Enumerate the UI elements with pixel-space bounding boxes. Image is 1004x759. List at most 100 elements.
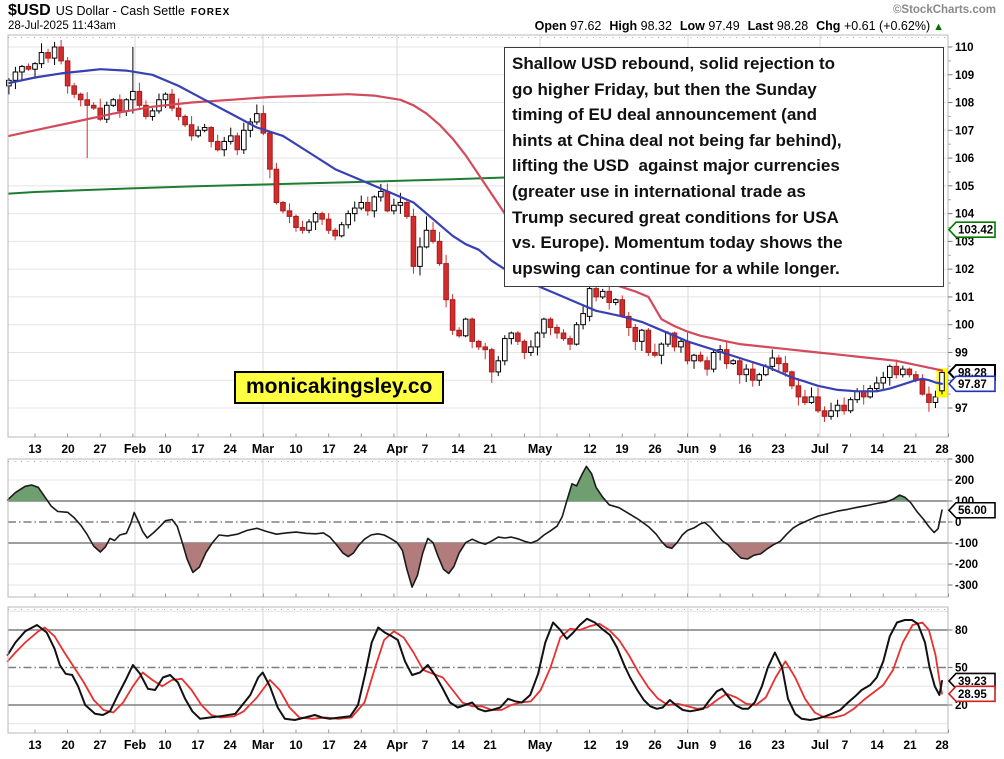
candle-body	[90, 104, 97, 109]
y-axis-label: 20	[955, 700, 968, 712]
candle-body	[182, 115, 188, 126]
x-axis-label: 10	[158, 442, 172, 456]
x-axis-label: 19	[615, 738, 629, 752]
candle-body	[730, 360, 736, 365]
x-axis-label: 27	[93, 738, 107, 752]
y-axis-label: 100	[955, 320, 974, 332]
x-axis-label: 17	[322, 738, 336, 752]
candle-body	[254, 113, 260, 123]
candle-body	[900, 368, 906, 376]
candle-body	[893, 365, 900, 376]
candle-body	[423, 229, 430, 248]
y-axis-label: -100	[955, 538, 978, 550]
x-axis-label: Jun	[677, 442, 699, 456]
candle-body	[782, 363, 789, 373]
candle-body	[508, 332, 515, 340]
x-axis-label: 13	[28, 738, 42, 752]
candle-body	[371, 196, 378, 212]
main-price-panel-frame	[7, 34, 949, 438]
candle-body	[723, 349, 730, 365]
quote-strip: Open 97.62 High 98.32 Low 97.49 Last 98.28 C…	[527, 19, 944, 33]
open-label: Open	[534, 19, 567, 33]
candle-body	[162, 93, 169, 101]
candle-body	[567, 338, 573, 345]
candle-body	[169, 93, 175, 109]
x-axis-label: 12	[583, 738, 597, 752]
last-value: 98.28	[776, 19, 809, 33]
candle-body	[130, 90, 136, 101]
y-axis-label: 106	[955, 153, 974, 165]
price-tag: 97.87	[947, 375, 996, 393]
candle-body	[606, 290, 613, 303]
candle-body	[449, 299, 456, 331]
x-axis-label: 17	[191, 442, 205, 456]
candle-body	[71, 85, 77, 95]
momentum-panel	[6, 458, 948, 597]
candle-body	[515, 332, 521, 342]
x-axis-label: 14	[451, 738, 465, 752]
candle-body	[678, 340, 684, 348]
candle-body	[612, 299, 619, 303]
candle-body	[325, 218, 332, 231]
candle-body	[593, 288, 599, 298]
y-axis-label: 200	[955, 475, 974, 487]
x-axis-label: 16	[738, 738, 752, 752]
candle-body	[345, 213, 351, 226]
candle-body	[267, 132, 273, 170]
candle-body	[919, 379, 926, 395]
candle-body	[541, 318, 547, 334]
y-axis-label: 103	[955, 236, 974, 248]
x-axis-label: 21	[483, 738, 497, 752]
candle-body	[932, 396, 939, 403]
oscillator-panel	[6, 607, 948, 733]
candle-body	[208, 127, 214, 142]
x-axis-label: 28	[935, 442, 949, 456]
candle-body	[214, 140, 221, 151]
analyst-annotation-box: Shallow USD rebound, solid rejection to …	[504, 47, 944, 288]
x-axis-label: 9	[710, 442, 717, 456]
candle-body	[462, 318, 469, 337]
candle-body	[639, 329, 645, 342]
candle-body	[802, 396, 808, 403]
x-axis-label: Jul	[811, 442, 829, 456]
candle-body	[384, 190, 391, 212]
candle-body	[260, 113, 267, 134]
symbol-label[interactable]: $USD	[8, 2, 51, 19]
candle-body	[436, 240, 443, 265]
oscillator-panel-bg	[8, 607, 948, 733]
stockcharts-credit[interactable]: ©StockCharts.com	[892, 4, 996, 16]
candle-body	[234, 135, 241, 151]
x-axis-label: Feb	[124, 738, 147, 752]
x-axis-label: 21	[903, 442, 917, 456]
main-price-panel-border	[7, 34, 949, 438]
candle-body	[873, 382, 880, 390]
candle-body	[580, 313, 586, 326]
candle-body	[175, 107, 182, 117]
up-triangle-icon: ▲	[933, 21, 944, 33]
candle-body	[110, 99, 117, 106]
oscillator-black-line	[6, 617, 943, 721]
y-axis-label: 80	[955, 625, 968, 637]
candle-body	[625, 315, 632, 328]
watermark-monicakingsley[interactable]: monicakingsley.co	[234, 371, 445, 404]
x-axis-label: 17	[191, 738, 205, 752]
momentum-fill-negative	[8, 543, 942, 588]
y-axis-label: 109	[955, 70, 974, 82]
x-axis-label: 27	[93, 442, 107, 456]
candle-body	[123, 99, 130, 112]
open-value: 97.62	[570, 19, 602, 33]
exchange-label: FOREX	[190, 7, 231, 18]
price-tag-value: 97.87	[958, 379, 987, 391]
candle-body	[149, 110, 156, 117]
candle-body	[456, 329, 462, 337]
x-axis-label: 10	[158, 738, 172, 752]
candle-body	[808, 396, 815, 403]
candle-body	[658, 343, 665, 356]
candle-body	[743, 368, 750, 376]
candle-body	[886, 365, 893, 378]
candle-body	[32, 63, 38, 70]
candle-body	[586, 288, 593, 317]
x-axis-label: May	[528, 738, 552, 752]
x-axis-label: 24	[223, 738, 237, 752]
